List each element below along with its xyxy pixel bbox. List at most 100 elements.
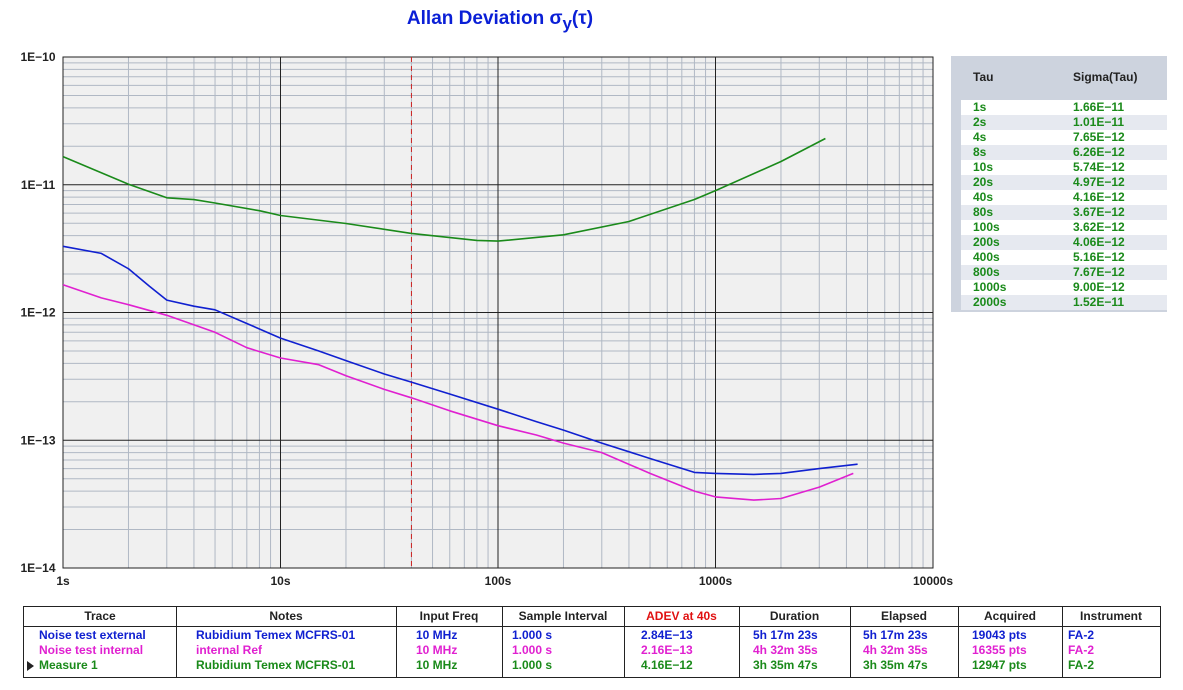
tau-sigma-row: 80s 3.67E−12: [961, 205, 1167, 220]
tau-sigma-row: 10s 5.74E−12: [961, 160, 1167, 175]
trace-cell: 12947 pts: [972, 658, 1027, 672]
column-divider: [176, 607, 177, 677]
tau-value: 2000s: [973, 295, 1007, 309]
plot-border: [62, 56, 934, 569]
trace-cell: 1.000 s: [512, 658, 553, 672]
tau-value: 4s: [973, 130, 987, 144]
y-tick-label: 1E−14: [20, 561, 55, 575]
tau-value: 400s: [973, 250, 1000, 264]
sigma-value: 4.16E−12: [1073, 190, 1125, 204]
x-tick-label: 1000s: [699, 574, 733, 588]
trace-cell: FA-2: [1068, 628, 1095, 642]
title-text: Allan Deviation: [406, 8, 545, 29]
trace-cell: 3h 35m 47s: [753, 658, 818, 672]
tau-value: 8s: [973, 145, 987, 159]
sigma-value: 3.62E−12: [1073, 220, 1125, 234]
y-tick-label: 1E−13: [20, 433, 55, 447]
title-tau: (τ): [571, 8, 594, 29]
sigma-value: 6.26E−12: [1073, 145, 1125, 159]
trace-table: Trace Notes Input Freq Sample Interval ADEV …: [23, 606, 1161, 678]
column-divider: [502, 607, 503, 677]
column-divider: [958, 607, 959, 677]
column-divider: [739, 607, 740, 677]
trace-cell: 3h 35m 47s: [863, 658, 928, 672]
column-divider: [850, 607, 851, 677]
trace-cell: 10 MHz: [416, 658, 458, 672]
trace-cell: 10 MHz: [416, 628, 458, 642]
tau-sigma-row: 2000s 1.52E−11: [961, 295, 1167, 310]
column-divider: [396, 607, 397, 677]
trace-cell: 1.000 s: [512, 643, 553, 657]
trace-cell: Rubidium Temex MCFRS-01: [196, 628, 356, 642]
title-subscript: y: [562, 13, 572, 33]
column-header: Input Freq: [419, 609, 479, 623]
sigma-value: 7.65E−12: [1073, 130, 1125, 144]
trace-cell: 16355 pts: [972, 643, 1027, 657]
column-header: Trace: [84, 609, 116, 623]
trace-cell: 19043 pts: [972, 628, 1027, 642]
tau-sigma-row: 1s 1.66E−11: [961, 100, 1167, 115]
column-header: Instrument: [1079, 609, 1142, 623]
trace-cell: FA-2: [1068, 643, 1095, 657]
tau-value: 200s: [973, 235, 1000, 249]
tau-sigma-row: 40s 4.16E−12: [961, 190, 1167, 205]
y-tick-label: 1E−10: [20, 50, 55, 64]
x-tick-label: 10s: [270, 574, 290, 588]
tau-sigma-row: 100s 3.62E−12: [961, 220, 1167, 235]
column-header: Duration: [769, 609, 820, 623]
sigma-value: 4.97E−12: [1073, 175, 1125, 189]
tau-value: 800s: [973, 265, 1000, 279]
tau-value: 2s: [973, 115, 987, 129]
trace-cell: 5h 17m 23s: [863, 628, 928, 642]
trace-cell: FA-2: [1068, 658, 1095, 672]
tau-value: 20s: [973, 175, 994, 189]
tau-value: 40s: [973, 190, 994, 204]
allan-deviation-chart: 1s 10s 100s 1000s 10000s 1E−10 1E−11 1E−12 1E−13…: [20, 50, 953, 588]
trace-cell: 2.16E−13: [641, 643, 693, 657]
y-tick-label: 1E−12: [20, 306, 55, 320]
column-divider: [624, 607, 625, 677]
x-tick-label: 100s: [485, 574, 512, 588]
tau-sigma-row: 800s 7.67E−12: [961, 265, 1167, 280]
series-line: [62, 137, 826, 242]
trace-cell: internal Ref: [196, 643, 263, 657]
trace-cell: Rubidium Temex MCFRS-01: [196, 658, 356, 672]
sigma-value: 1.66E−11: [1073, 100, 1125, 114]
column-header: ADEV at 40s: [646, 609, 717, 623]
tau-header: Tau: [973, 70, 994, 84]
sigma-value: 9.00E−12: [1073, 280, 1125, 294]
series-line: [62, 283, 854, 501]
trace-cell: 5h 17m 23s: [753, 628, 818, 642]
trace-cell: 1.000 s: [512, 628, 553, 642]
sigma-value: 7.67E−12: [1073, 265, 1125, 279]
column-header: Acquired: [983, 609, 1036, 623]
sigma-value: 5.16E−12: [1073, 250, 1125, 264]
trace-name[interactable]: Noise test internal: [39, 643, 144, 657]
tau-sigma-row: 4s 7.65E−12: [961, 130, 1167, 145]
trace-name[interactable]: Noise test external: [39, 628, 146, 642]
column-header: Elapsed: [880, 609, 928, 623]
sigma-value: 4.06E−12: [1073, 235, 1125, 249]
column-header: Notes: [269, 609, 303, 623]
selected-row-marker-icon: [27, 661, 34, 671]
tau-value: 1000s: [973, 280, 1007, 294]
trace-name[interactable]: Measure 1: [39, 658, 98, 672]
sigma-value: 5.74E−12: [1073, 160, 1125, 174]
trace-cell: 2.84E−13: [641, 628, 693, 642]
tau-sigma-row: 400s 5.16E−12: [961, 250, 1167, 265]
tau-value: 100s: [973, 220, 1000, 234]
x-tick-label: 10000s: [913, 574, 953, 588]
series-line: [62, 245, 858, 476]
tau-value: 10s: [973, 160, 994, 174]
sigma-value: 1.01E−11: [1073, 115, 1125, 129]
title-symbol: σ: [549, 8, 563, 29]
tau-sigma-row: 1000s 9.00E−12: [961, 280, 1167, 295]
column-divider: [1062, 607, 1063, 677]
header-divider: [24, 626, 1160, 627]
tau-value: 1s: [973, 100, 987, 114]
chart-title: Allan Deviation σy(τ): [0, 8, 1000, 34]
trace-cell: 4h 32m 35s: [863, 643, 928, 657]
x-tick-label: 1s: [56, 574, 70, 588]
trace-cell: 4h 32m 35s: [753, 643, 818, 657]
sigma-value: 3.67E−12: [1073, 205, 1125, 219]
